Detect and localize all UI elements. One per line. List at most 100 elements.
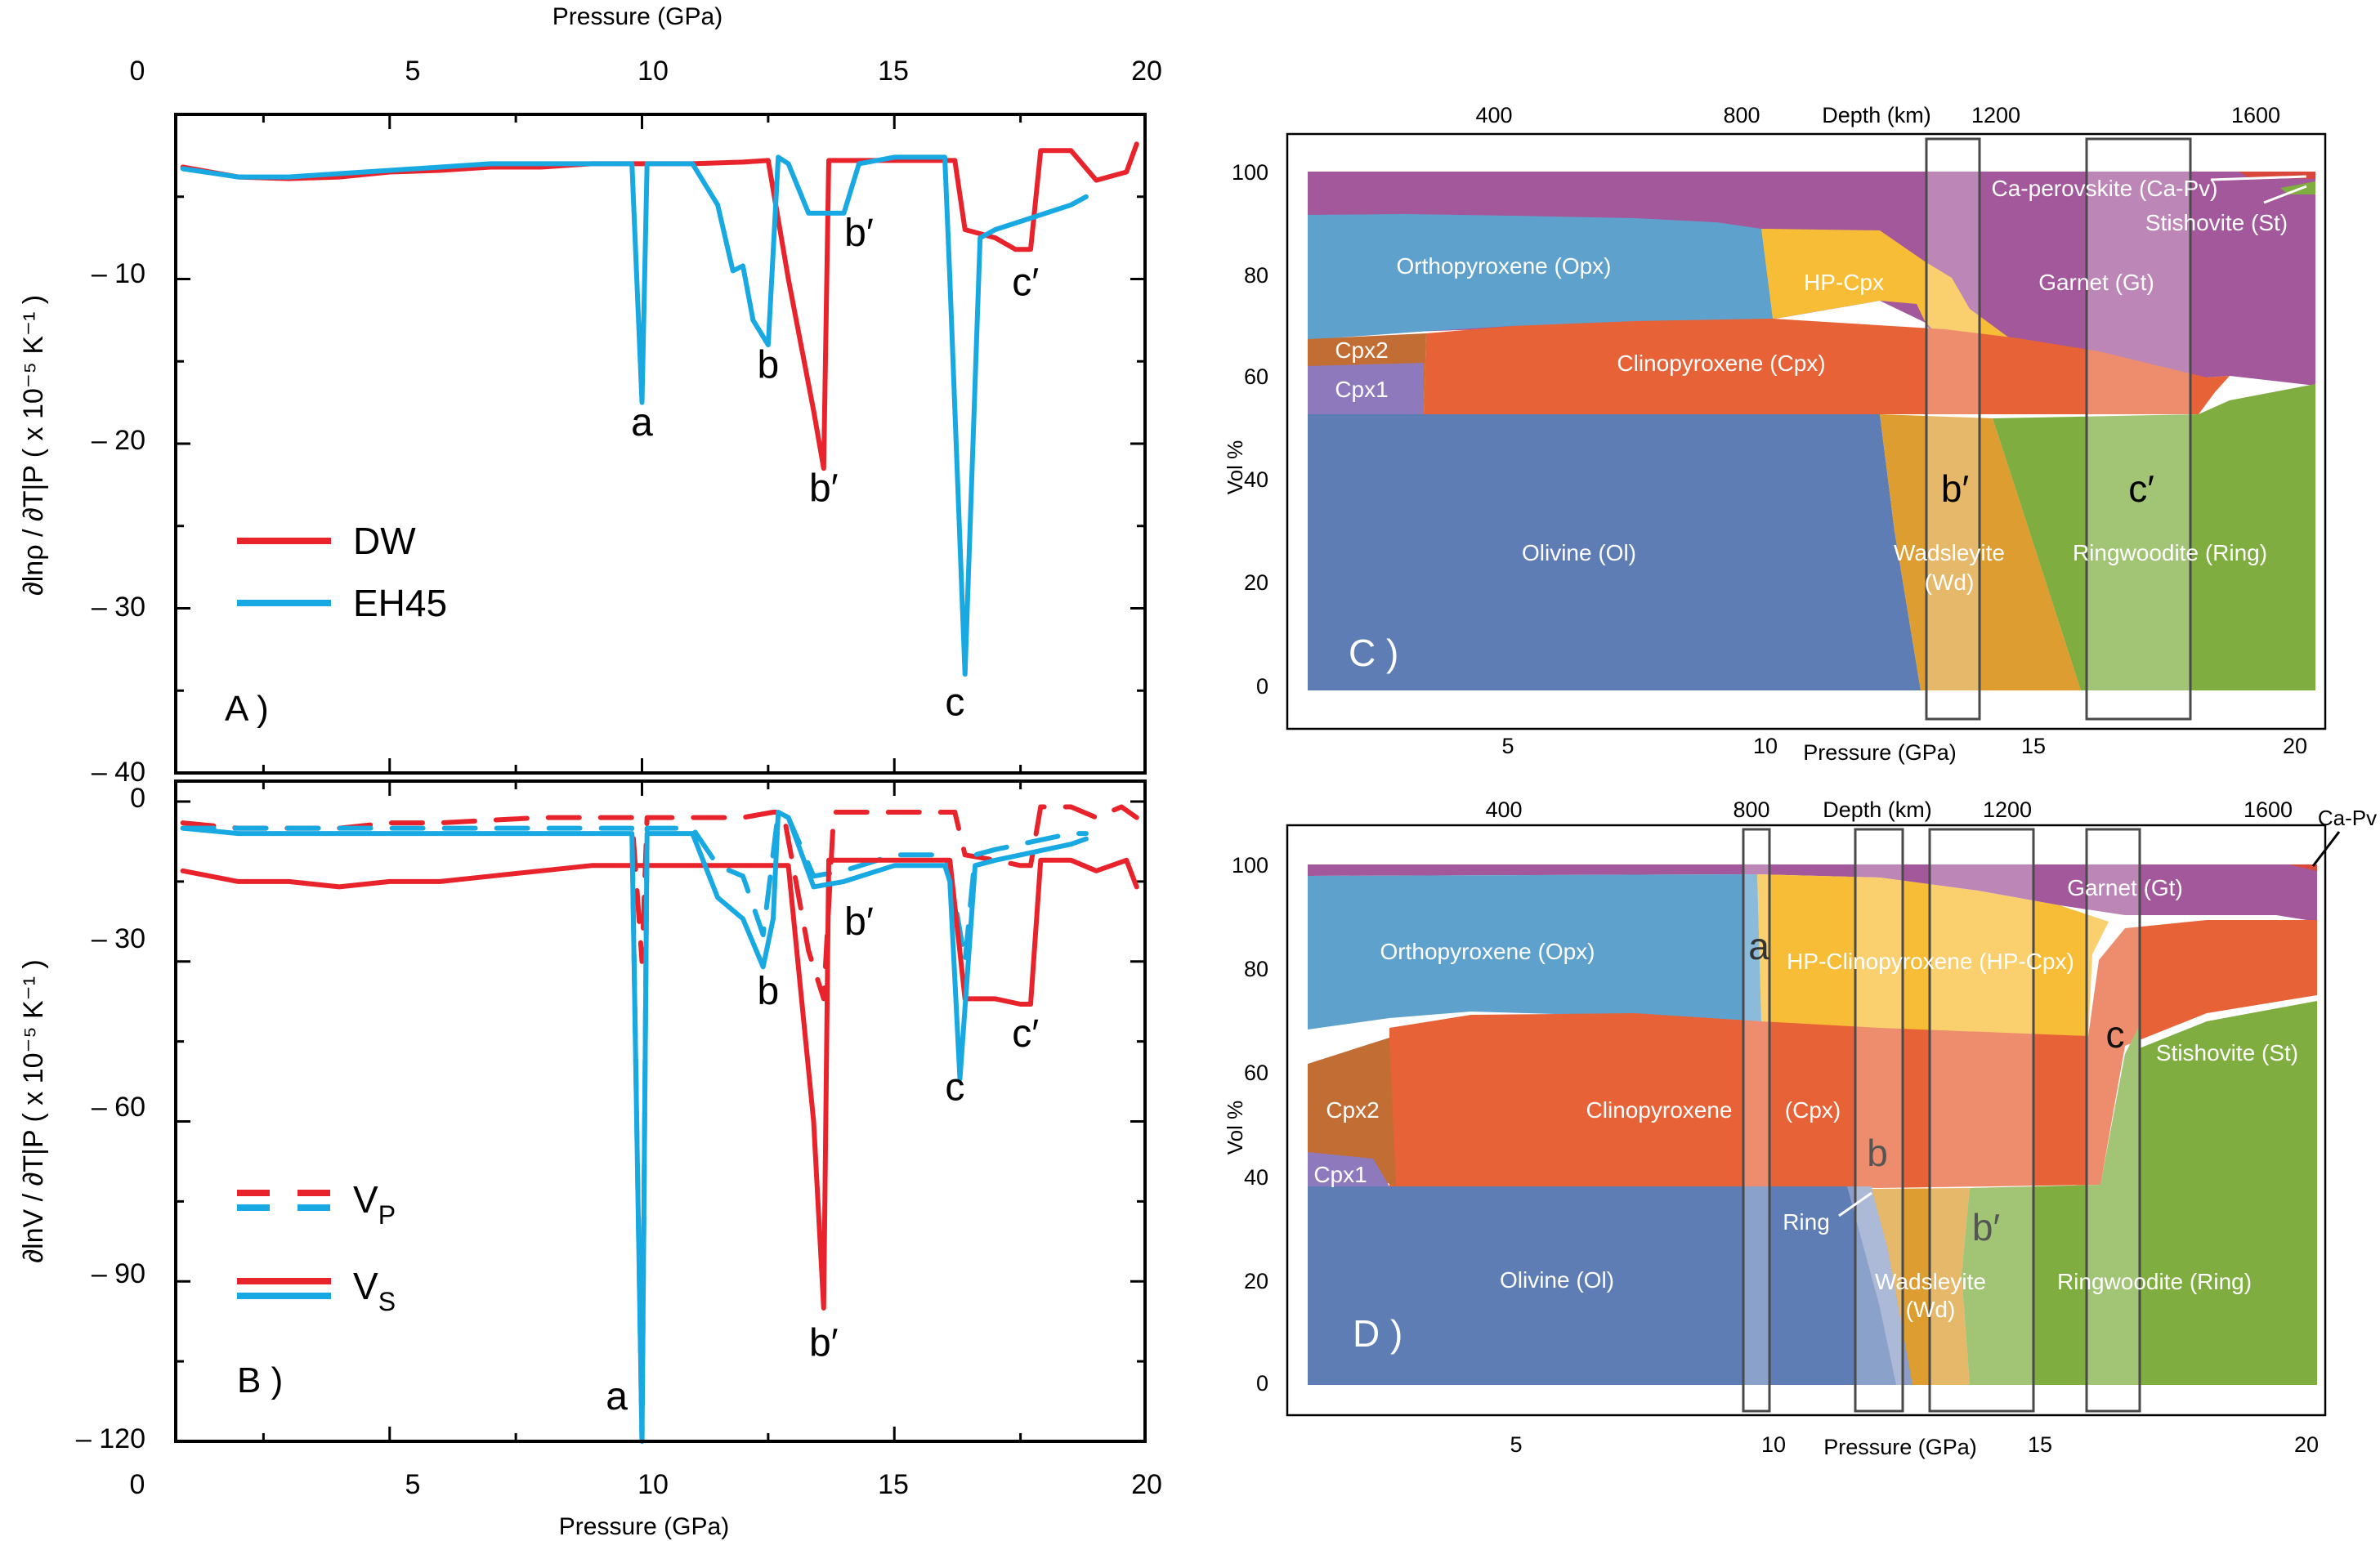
panel-a: Pressure (GPa) 0 5 10 15 20 – 10 – 20 – … (18, 3, 1162, 788)
c-label-opx: Orthopyroxene (Opx) (1397, 253, 1612, 279)
c-area-stishovite (2280, 181, 2315, 194)
panel-c-x-label: Pressure (GPa) (1803, 740, 1957, 765)
panel-c-y-ticks: 100 80 60 40 20 0 (1232, 160, 1268, 699)
c-depth-400: 400 (1475, 103, 1512, 127)
d-region-label-bprime: b′ (1972, 1206, 2000, 1248)
d-depth-800: 800 (1733, 797, 1769, 822)
d-area-opx (1308, 874, 1761, 1030)
d-label-wadsleyite-2: (Wd) (1906, 1297, 1956, 1322)
legend-vs-label: VS (353, 1265, 396, 1316)
b-ytick-0: 0 (130, 783, 145, 814)
a-top-tick-0: 0 (130, 56, 145, 87)
panel-d-y-ticks: 100 80 60 40 20 0 (1232, 853, 1268, 1396)
b-ytick-120: – 120 (76, 1423, 145, 1454)
panel-b-y-label: ∂lnV / ∂T|P ( x 10⁻⁵ K⁻¹ ) (18, 959, 49, 1262)
d-label-ringwoodite: Ringwoodite (Ring) (2057, 1269, 2252, 1294)
panel-d-letter: D ) (1353, 1312, 1402, 1355)
panel-a-top-x-label: Pressure (GPa) (552, 3, 722, 30)
a-ytick-30: – 30 (92, 592, 145, 623)
b-xtick-0: 0 (130, 1469, 145, 1500)
c-pointer-ca-pv (2210, 175, 2307, 181)
d-region-c (2085, 828, 2141, 1413)
d-label-clinopyroxene: Clinopyroxene (1586, 1097, 1733, 1123)
panel-a-ticks (176, 113, 1145, 775)
b-ytick-90: – 90 (92, 1258, 145, 1289)
d-region-bprime (1928, 828, 2035, 1413)
d-label-cpx2: Cpx2 (1326, 1097, 1379, 1123)
a-annotation-0: a (631, 401, 653, 444)
b-xtick-20: 20 (1131, 1469, 1162, 1500)
c-area-cpx1 (1308, 363, 1424, 417)
a-series-0 (180, 141, 1139, 471)
d-area-ring-early (1847, 1186, 1912, 1385)
c-label-ringwoodite: Ringwoodite (Ring) (2073, 540, 2267, 565)
d-ytick-0: 0 (1256, 1371, 1268, 1396)
d-xtick-20: 20 (2294, 1432, 2319, 1457)
panel-c-frame (1286, 132, 2327, 730)
panel-a-legend: DW EH45 (237, 520, 447, 624)
panel-d-frame (1286, 824, 2327, 1417)
panel-d: 100 80 60 40 20 0 Vol % 400 800 1200 160… (1223, 797, 2377, 1459)
d-label-garnet: Garnet (Gt) (2067, 875, 2183, 900)
panel-a-series (180, 141, 1139, 677)
b-series-1 (180, 810, 1089, 1444)
d-ytick-40: 40 (1244, 1165, 1268, 1190)
panel-d-phase-areas (1308, 864, 2317, 1385)
d-ytick-80: 80 (1244, 957, 1268, 981)
b-series-2 (180, 857, 1139, 1311)
panel-b-series (180, 804, 1139, 1444)
d-region-label-c: c (2106, 1013, 2125, 1056)
d-area-garnet (1308, 864, 2317, 922)
a-annotation-5: c′ (1012, 261, 1039, 305)
d-area-cpx2 (1308, 1038, 1396, 1186)
c-ytick-0: 0 (1256, 674, 1268, 699)
panel-d-phase-labels: Orthopyroxene (Opx) HP-Clinopyroxene (HP… (1313, 875, 2298, 1322)
panel-b-annotations: a b b′ b′ c c′ (606, 900, 1039, 1418)
c-ytick-100: 100 (1232, 160, 1268, 185)
d-label-ring: Ring (1783, 1209, 1830, 1235)
c-region-cprime (2085, 137, 2192, 721)
a-annotation-1: b (758, 343, 780, 386)
d-depth-400: 400 (1485, 797, 1522, 822)
panel-c-highlight-regions (1925, 137, 2192, 721)
a-ytick-10: – 10 (92, 258, 145, 289)
a-annotation-3: b′ (844, 212, 874, 255)
b-annotation-2: b′ (809, 1322, 839, 1365)
d-region-b (1854, 828, 1904, 1413)
panel-c-x-ticks: 5 10 15 20 (1501, 734, 2307, 758)
c-label-wadsleyite-2: (Wd) (1925, 570, 1975, 595)
d-area-ca-pv (2288, 864, 2317, 871)
b-ytick-60: – 60 (92, 1092, 145, 1123)
d-area-cpx1 (1308, 1152, 1389, 1189)
b-xtick-15: 15 (878, 1469, 909, 1500)
panel-a-annotations: a b b′ b′ c c′ (631, 212, 1039, 724)
b-xtick-10: 10 (638, 1469, 669, 1500)
d-label-wadsleyite-1: Wadsleyite (1875, 1269, 1986, 1294)
d-xtick-10: 10 (1761, 1432, 1786, 1457)
panel-c-depth-label: Depth (km) (1822, 103, 1931, 127)
a-annotation-2: b′ (809, 467, 839, 511)
legend-vp-label: VP (353, 1178, 396, 1230)
d-xtick-15: 15 (2028, 1432, 2052, 1457)
c-label-ca-perovskite: Ca-perovskite (Ca-Pv) (1992, 176, 2218, 201)
panel-d-depth-ticks: 400 800 1200 1600 (1485, 797, 2293, 822)
b-annotation-1: b (758, 970, 780, 1013)
b-annotation-4: c (945, 1065, 964, 1109)
panel-d-depth-label: Depth (km) (1823, 797, 1932, 822)
b-xtick-5: 5 (405, 1469, 421, 1500)
panel-a-top-x-ticklabels: 0 5 10 15 20 (130, 56, 1162, 87)
d-label-hp-cpx: HP-Clinopyroxene (HP-Cpx) (1787, 949, 2074, 974)
c-depth-1200: 1200 (1971, 103, 2020, 127)
c-area-opx (1308, 214, 1773, 340)
panel-a-frame (174, 113, 1147, 775)
a-top-tick-10: 10 (638, 56, 669, 87)
b-annotation-5: c′ (1012, 1012, 1039, 1056)
d-area-hp-cpx (1757, 874, 2109, 1038)
a-top-tick-15: 15 (878, 56, 909, 87)
a-ytick-20: – 20 (92, 425, 145, 456)
b-annotation-3: b′ (844, 900, 874, 944)
d-label-cpx-paren: (Cpx) (1785, 1097, 1841, 1123)
panel-b-x-ticklabels: 0 5 10 15 20 (130, 1469, 1162, 1500)
a-series-1 (180, 154, 1089, 677)
